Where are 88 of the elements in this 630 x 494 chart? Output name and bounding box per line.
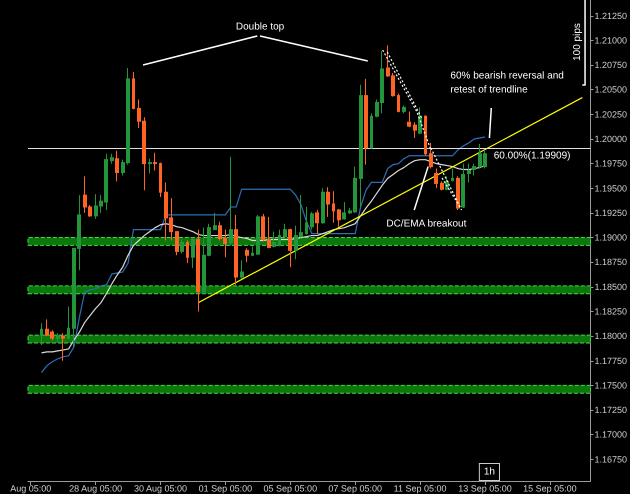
y-tick-label: 1.20000 <box>594 134 628 144</box>
y-tick-label: 1.19000 <box>594 232 628 243</box>
candlestick <box>326 186 330 218</box>
candlestick <box>67 306 70 340</box>
x-tick-label: 28 Aug 05:00 <box>69 484 122 494</box>
candlestick <box>364 78 368 166</box>
x-tick-label: 01 Sep 05:00 <box>198 484 252 494</box>
y-tick-label: 1.18250 <box>594 306 628 316</box>
candlestick <box>110 153 114 164</box>
candlestick <box>267 216 271 249</box>
candlestick <box>456 176 460 210</box>
candlestick <box>148 158 152 174</box>
candlestick <box>342 202 346 220</box>
ref-line-label: 60.00%(1.19909) <box>494 150 570 162</box>
candlestick <box>213 212 217 230</box>
annotation: 1h <box>484 466 495 478</box>
candlestick <box>310 211 314 230</box>
candlestick <box>397 93 400 113</box>
candlestick <box>440 180 444 191</box>
candlestick <box>434 168 438 189</box>
candlestick <box>272 231 276 248</box>
y-tick-label: 1.19250 <box>594 208 628 218</box>
candlestick <box>251 246 254 257</box>
candlestick <box>332 190 335 224</box>
candlestick <box>115 150 119 182</box>
y-tick-label: 1.20250 <box>594 109 628 120</box>
annotation: Double top <box>236 22 285 32</box>
x-tick-label: Aug 05:00 <box>10 484 52 494</box>
candlestick <box>424 114 427 156</box>
candlestick <box>186 240 189 264</box>
y-tick-label: 1.18500 <box>594 282 628 292</box>
candlestick <box>337 208 341 228</box>
y-tick-label: 1.20500 <box>594 84 628 95</box>
candlestick <box>261 213 265 242</box>
candlestick <box>56 332 60 343</box>
candlestick <box>175 231 179 256</box>
candlestick <box>40 322 43 346</box>
x-tick-label: 07 Sep 05:00 <box>328 484 382 494</box>
candlestick <box>321 188 325 224</box>
x-tick-label: 15 Sep 05:00 <box>523 484 577 494</box>
y-tick-label: 1.19750 <box>594 158 628 169</box>
candlestick <box>234 214 238 286</box>
y-tick-label: 1.17250 <box>594 405 628 416</box>
x-tick-label: 11 Sep 05:00 <box>394 484 447 494</box>
candlestick <box>278 229 281 247</box>
candlestick <box>461 163 465 208</box>
candlestick <box>240 260 244 280</box>
y-tick-label: 1.19500 <box>594 183 628 194</box>
line-series <box>40 159 486 354</box>
candlestick <box>359 84 363 208</box>
candlestick <box>132 71 135 110</box>
x-tick-label: 30 Aug 05:00 <box>134 484 188 494</box>
candlestick <box>402 104 406 114</box>
candlestick <box>370 112 373 150</box>
y-tick-label: 1.17000 <box>594 430 628 440</box>
candlestick <box>256 214 260 255</box>
candlestick <box>61 332 65 362</box>
x-tick-label: 05 Sep 05:00 <box>264 484 318 494</box>
candlestick <box>153 152 157 172</box>
candlestick <box>196 229 200 312</box>
candlestick <box>283 223 287 238</box>
annotation: DC/EMA breakout <box>386 218 467 230</box>
y-tick-label: 1.21250 <box>594 10 628 21</box>
candlestick <box>467 163 471 183</box>
line-series <box>40 136 486 374</box>
y-tick-label: 1.16750 <box>594 454 628 464</box>
candlestick <box>229 156 233 246</box>
candlestick <box>180 239 184 254</box>
y-tick-label: 1.17500 <box>594 380 628 390</box>
candlestick <box>472 163 476 176</box>
candlestick <box>159 162 162 198</box>
x-tick-label: 13 Sep 05:00 <box>458 484 512 494</box>
candlestick <box>413 122 417 138</box>
y-tick-label: 1.18750 <box>594 257 628 268</box>
annotation: 60% bearish reversal and retest of trendline <box>450 70 567 96</box>
candlestick <box>245 248 249 263</box>
annotation: 100 pips <box>572 23 584 61</box>
y-tick-label: 1.18000 <box>594 331 628 342</box>
candlestick <box>191 237 195 269</box>
candlestick <box>315 209 319 234</box>
candlestick <box>407 110 411 128</box>
candlestick <box>451 168 454 182</box>
y-tick-label: 1.21000 <box>594 35 628 46</box>
candlestick <box>305 206 308 236</box>
candlestick <box>429 142 433 170</box>
y-tick-label: 1.17750 <box>594 356 628 366</box>
candlestick <box>288 228 292 268</box>
y-tick-label: 1.20750 <box>594 60 628 70</box>
